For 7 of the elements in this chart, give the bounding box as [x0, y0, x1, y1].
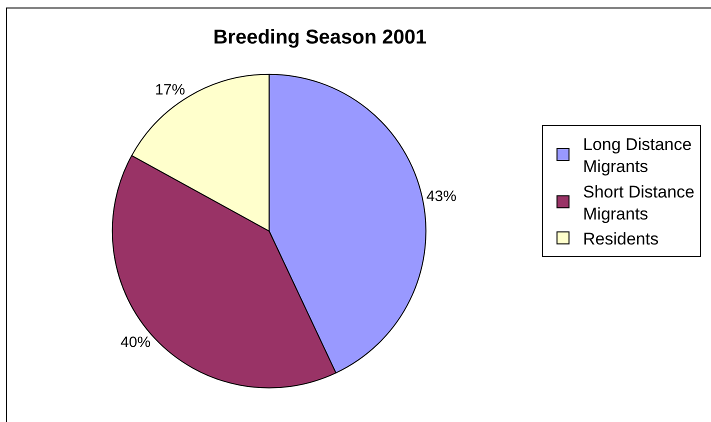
data-label: 43%	[426, 188, 456, 205]
legend-label: Long Distance Migrants	[583, 135, 692, 176]
legend-label: Residents	[583, 229, 659, 248]
data-label: 17%	[155, 81, 186, 98]
data-label: 40%	[120, 334, 151, 351]
legend-label: Short Distance Migrants	[583, 182, 694, 224]
chart-title: Breeding Season 2001	[213, 26, 427, 49]
